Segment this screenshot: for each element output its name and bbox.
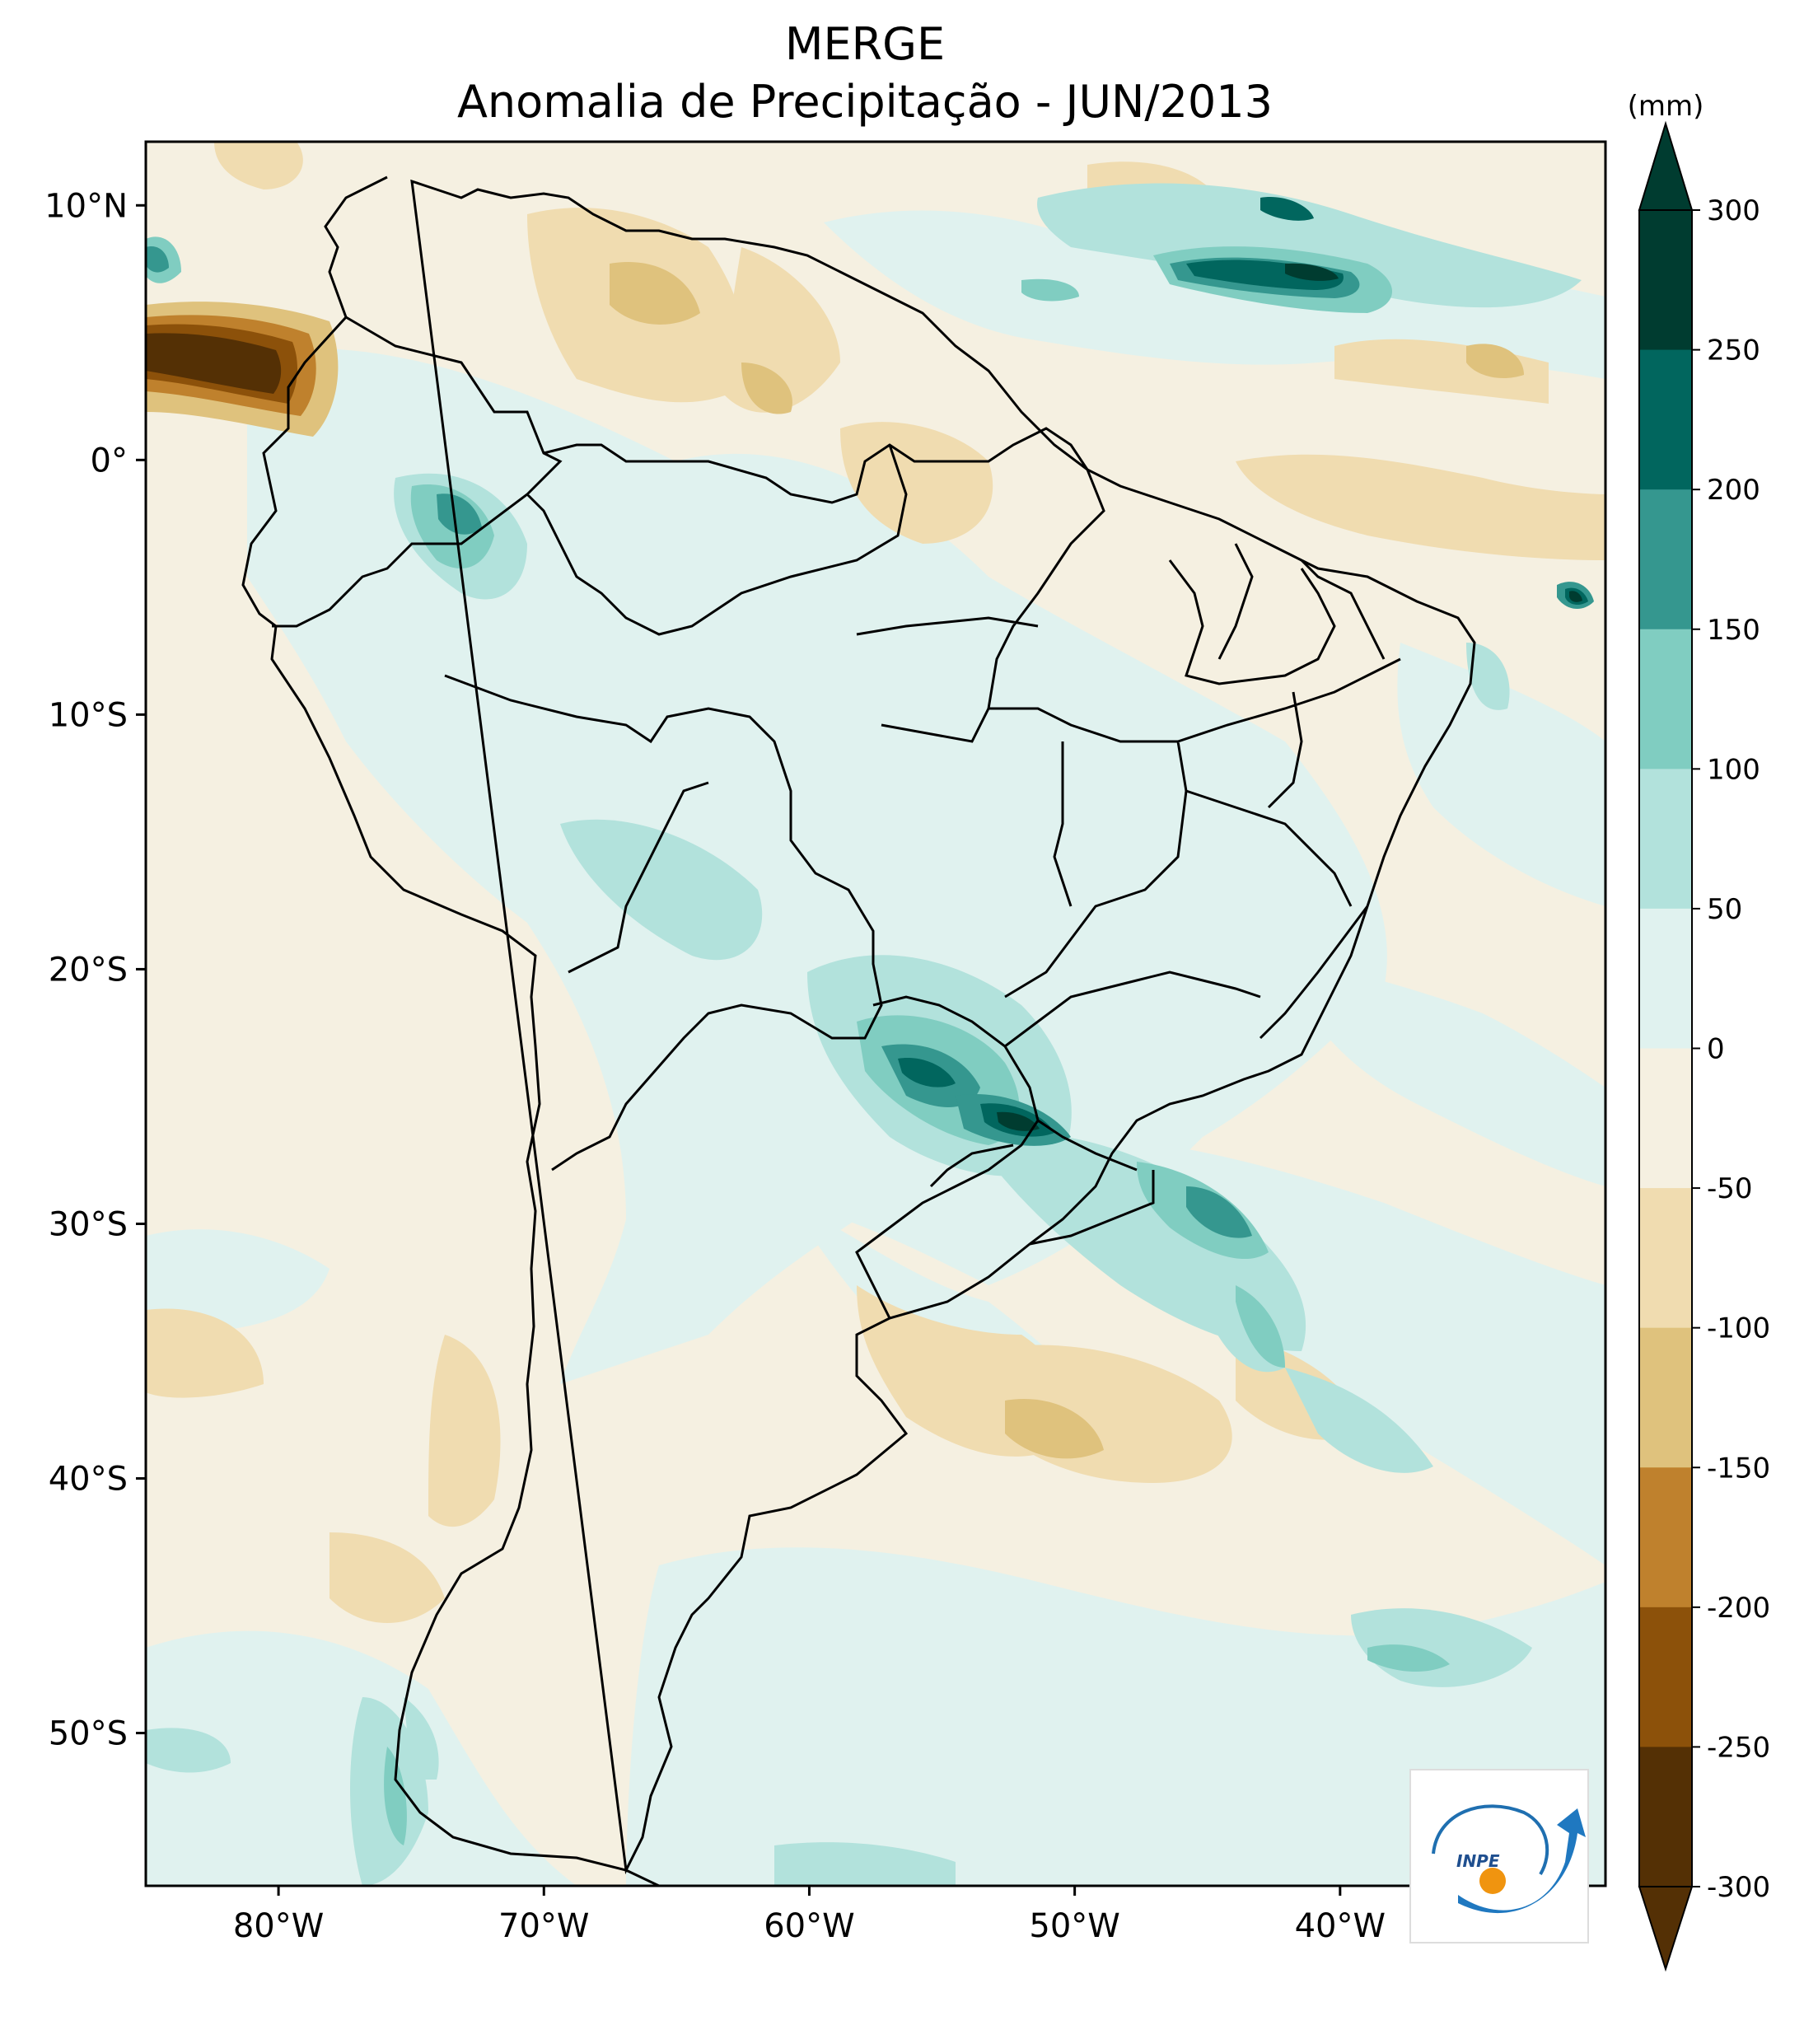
inpe-logo: INPE bbox=[1409, 1769, 1589, 1943]
longitude-axis: 80°W 70°W 60°W 50°W 40°W bbox=[233, 1886, 1386, 1945]
colorbar-tick-label: -300 bbox=[1707, 1871, 1770, 1904]
logo-text: INPE bbox=[1456, 1851, 1500, 1871]
colorbar-segment bbox=[1639, 1607, 1692, 1747]
lat-tick-label: 50°S bbox=[49, 1715, 128, 1753]
logo-sun-icon bbox=[1479, 1868, 1506, 1894]
colorbar-over-arrow bbox=[1638, 120, 1694, 211]
colorbar-segment bbox=[1639, 1327, 1692, 1468]
colorbar-segment bbox=[1639, 908, 1692, 1049]
lat-tick-label: 30°S bbox=[49, 1205, 128, 1243]
colorbar-tick-label: 100 bbox=[1707, 753, 1760, 786]
colorbar-tick-label: -50 bbox=[1707, 1172, 1753, 1205]
lat-tick-label: 10°S bbox=[49, 696, 128, 734]
coastlines-and-borders bbox=[241, 175, 1476, 1886]
lat-tick-label: 40°S bbox=[49, 1461, 128, 1499]
colorbar-unit-label: (mm) bbox=[1628, 90, 1704, 123]
latitude-axis: 10°N 0° 10°S 20°S 30°S 40°S 50°S bbox=[44, 187, 146, 1753]
title-line1: MERGE bbox=[784, 18, 946, 70]
lat-tick-label: 10°N bbox=[44, 187, 128, 225]
colorbar-segment bbox=[1639, 1048, 1692, 1189]
title-line2: Anomalia de Precipitação - JUN/2013 bbox=[456, 76, 1273, 128]
logo-orbit-icon bbox=[1432, 1804, 1549, 1876]
colorbar-tick-label: -100 bbox=[1707, 1312, 1770, 1345]
colorbar-segment bbox=[1639, 1747, 1692, 1887]
colorbar-under-arrow bbox=[1638, 1886, 1694, 1972]
colorbar-segment bbox=[1639, 1467, 1692, 1608]
colorbar-tick-label: -250 bbox=[1707, 1731, 1770, 1764]
anomaly-250-300-areas bbox=[997, 263, 1582, 1131]
colorbar-tick-label: -150 bbox=[1707, 1452, 1770, 1485]
lat-tick-label: 0° bbox=[91, 442, 128, 479]
colorbar-segment bbox=[1639, 629, 1692, 769]
logo-arrow-icon bbox=[1458, 1808, 1586, 1914]
lon-tick-label: 80°W bbox=[233, 1907, 324, 1945]
anomaly-dry-core bbox=[146, 302, 339, 437]
colorbar-tick-label: 0 bbox=[1707, 1033, 1725, 1066]
colorbar-segment bbox=[1639, 1188, 1692, 1329]
lon-tick-label: 50°W bbox=[1029, 1907, 1119, 1945]
border-lines bbox=[272, 316, 1401, 1319]
colorbar-tick-label: 200 bbox=[1707, 474, 1760, 507]
colorbar-tick-label: 250 bbox=[1707, 334, 1760, 367]
map-frame bbox=[144, 140, 1607, 1887]
anomaly-field bbox=[146, 142, 1605, 1886]
colorbar-segment bbox=[1639, 210, 1692, 351]
colorbar-segment bbox=[1639, 769, 1692, 910]
lon-tick-label: 70°W bbox=[498, 1907, 589, 1945]
lat-tick-label: 20°S bbox=[49, 951, 128, 989]
colorbar-tick-label: -200 bbox=[1707, 1592, 1770, 1625]
colorbar-tick-label: 150 bbox=[1707, 614, 1760, 647]
south-america-coastline bbox=[241, 175, 1476, 1886]
anomaly-neg100-areas bbox=[610, 262, 1524, 1459]
lon-tick-label: 60°W bbox=[764, 1907, 854, 1945]
colorbar: 300 250 200 150 100 50 0 -50 -100 -150 -200 -250 -30… bbox=[1638, 120, 1770, 1972]
colorbar-segment bbox=[1639, 349, 1692, 490]
lon-tick-label: 40°W bbox=[1295, 1907, 1386, 1945]
colorbar-tick-label: 300 bbox=[1707, 194, 1760, 227]
colorbar-tick-label: 50 bbox=[1707, 893, 1742, 926]
colorbar-segment bbox=[1639, 489, 1692, 630]
